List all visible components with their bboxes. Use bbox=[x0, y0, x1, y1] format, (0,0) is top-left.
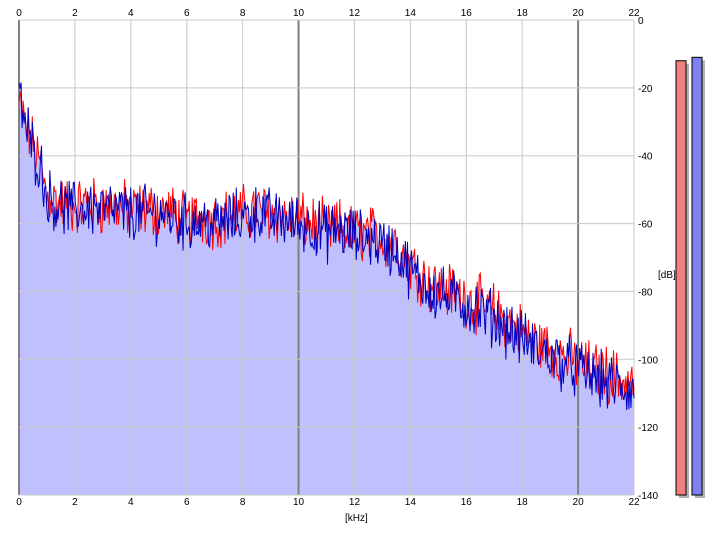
y-tick-label: 0 bbox=[638, 16, 644, 27]
tick-labels: 002244668810101212141416161818202022220-… bbox=[16, 8, 658, 508]
x-tick-label-bottom: 8 bbox=[240, 497, 246, 508]
y-tick-label: -140 bbox=[638, 491, 658, 502]
x-tick-label-bottom: 2 bbox=[72, 497, 78, 508]
spectrum-area bbox=[19, 82, 634, 495]
x-tick-label-bottom: 6 bbox=[184, 497, 190, 508]
spectrum-fill-layer bbox=[19, 82, 634, 495]
x-tick-label-bottom: 10 bbox=[293, 497, 305, 508]
grid-lines bbox=[18, 19, 635, 496]
x-tick-label-bottom: 20 bbox=[573, 497, 585, 508]
x-tick-label-top: 10 bbox=[293, 8, 305, 19]
y-tick-label: -120 bbox=[638, 423, 658, 434]
y-tick-label: -80 bbox=[638, 287, 653, 298]
x-tick-label-bottom: 14 bbox=[405, 497, 417, 508]
level-meter-bar bbox=[675, 60, 687, 496]
x-axis-unit: [kHz] bbox=[345, 513, 368, 524]
x-tick-label-top: 22 bbox=[628, 8, 640, 19]
series-line-1 bbox=[18, 82, 635, 411]
y-tick-label: -60 bbox=[638, 220, 653, 231]
x-tick-label-bottom: 22 bbox=[628, 497, 640, 508]
y-tick-label: -100 bbox=[638, 355, 658, 366]
y-tick-label: -40 bbox=[638, 152, 653, 163]
x-tick-label-bottom: 0 bbox=[16, 497, 22, 508]
x-tick-label-top: 6 bbox=[184, 8, 190, 19]
x-tick-label-top: 0 bbox=[16, 8, 22, 19]
x-tick-label-top: 12 bbox=[349, 8, 361, 19]
x-tick-label-top: 4 bbox=[128, 8, 134, 19]
y-tick-label: -20 bbox=[638, 84, 653, 95]
x-tick-label-top: 18 bbox=[517, 8, 529, 19]
x-tick-label-bottom: 4 bbox=[128, 497, 134, 508]
x-tick-label-bottom: 18 bbox=[517, 497, 529, 508]
y-axis-unit: [dB] bbox=[658, 270, 676, 281]
x-tick-label-bottom: 16 bbox=[461, 497, 473, 508]
level-meter-bar bbox=[691, 56, 703, 496]
level-meters bbox=[675, 56, 705, 498]
x-tick-label-bottom: 12 bbox=[349, 497, 361, 508]
x-tick-label-top: 16 bbox=[461, 8, 473, 19]
x-tick-label-top: 14 bbox=[405, 8, 417, 19]
x-tick-label-top: 2 bbox=[72, 8, 78, 19]
x-tick-label-top: 8 bbox=[240, 8, 246, 19]
x-tick-label-top: 20 bbox=[573, 8, 585, 19]
series-layer bbox=[18, 82, 635, 411]
